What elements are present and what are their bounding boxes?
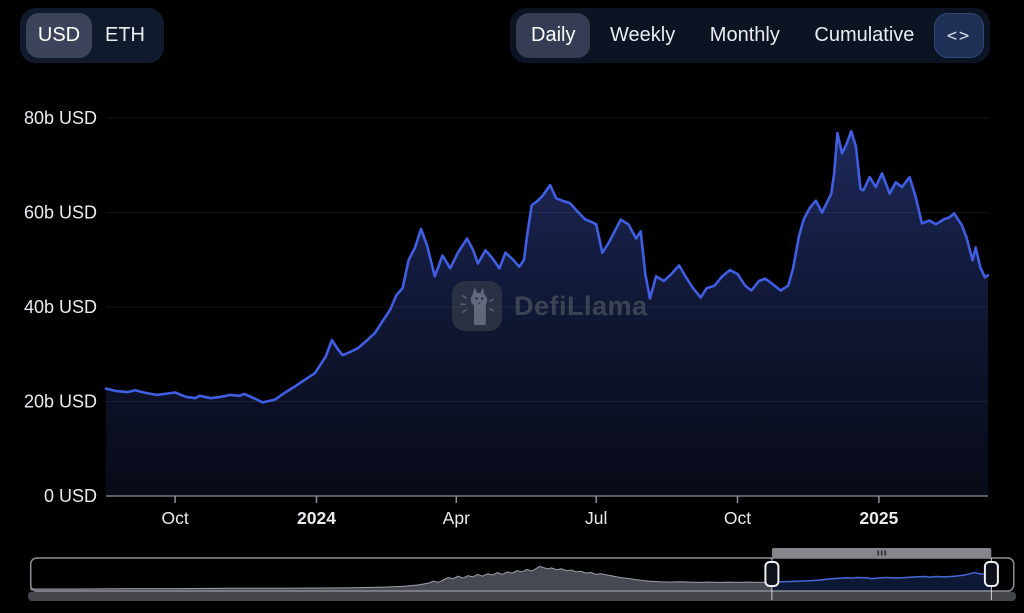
x-axis-label: Oct	[724, 508, 751, 528]
drag-grip-icon	[884, 550, 886, 556]
nav-scroll-track[interactable]	[28, 591, 1016, 602]
y-axis-label: 20b USD	[24, 392, 97, 412]
value-line	[104, 129, 990, 404]
nav-series-blue-line	[771, 571, 992, 583]
currency-eth-button[interactable]: ETH	[92, 13, 158, 58]
nav-right-handle[interactable]	[983, 561, 999, 587]
interval-tabs: Daily Weekly Monthly Cumulative <>	[510, 8, 990, 63]
plot-area[interactable]	[106, 110, 988, 496]
x-axis-label: Apr	[443, 508, 470, 528]
y-axis-label: 0 USD	[44, 486, 97, 506]
nav-left-handle[interactable]	[764, 561, 780, 587]
nav-series-gray	[30, 566, 992, 591]
area-fill	[106, 131, 988, 496]
x-axis-label: 2025	[859, 508, 898, 528]
y-axis-label: 40b USD	[24, 297, 97, 317]
x-axis-label: Jul	[585, 508, 607, 528]
x-axis-label: 2024	[297, 508, 336, 528]
nav-frame[interactable]	[30, 557, 1015, 592]
y-axis-label: 80b USD	[24, 108, 97, 128]
x-axis-label: Oct	[161, 508, 188, 528]
tab-monthly[interactable]: Monthly	[695, 13, 795, 58]
tab-weekly[interactable]: Weekly	[595, 13, 690, 58]
code-brackets-icon[interactable]: <>	[934, 13, 984, 58]
drag-grip-icon	[877, 550, 879, 556]
tab-cumulative[interactable]: Cumulative	[799, 13, 929, 58]
tab-daily[interactable]: Daily	[516, 13, 591, 58]
currency-usd-button[interactable]: USD	[26, 13, 92, 58]
y-axis-label: 60b USD	[24, 203, 97, 223]
drag-grip-icon	[880, 550, 883, 556]
currency-toggle: USD ETH	[20, 8, 164, 63]
